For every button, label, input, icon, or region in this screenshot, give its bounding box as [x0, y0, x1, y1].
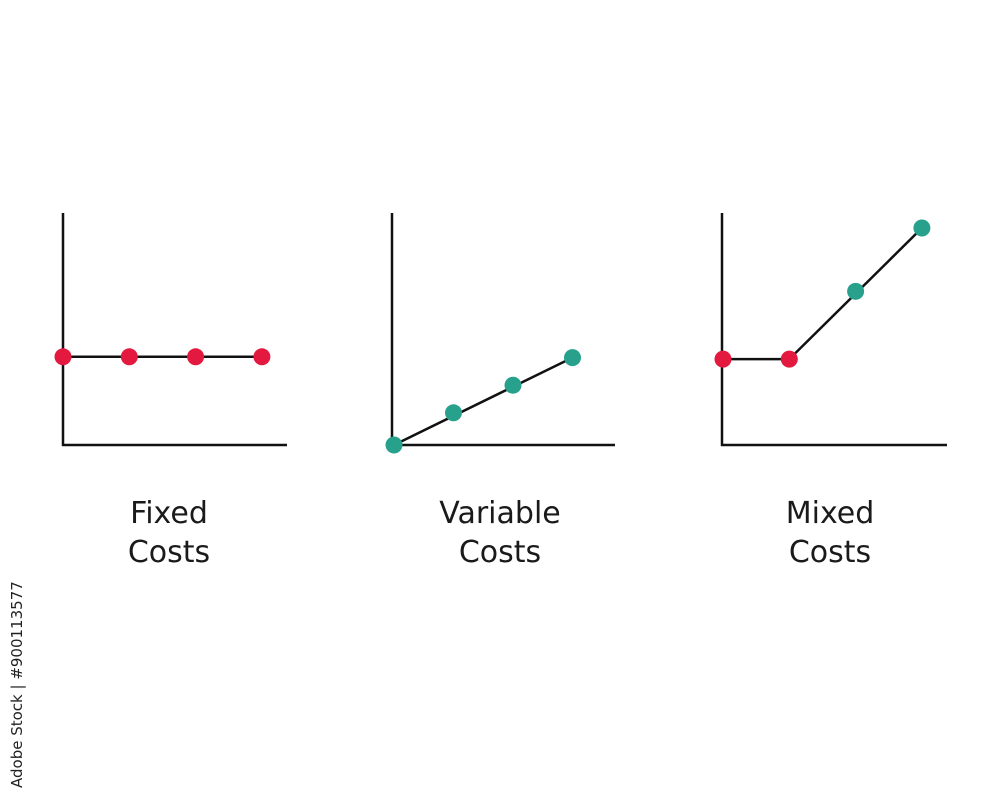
- caption-line: Mixed: [785, 496, 875, 531]
- caption-line: Fixed: [130, 496, 208, 531]
- mixed-data-point-3: [913, 219, 931, 237]
- mixed-data-point-2: [847, 282, 865, 300]
- caption-line: Costs: [788, 535, 872, 570]
- mixed-data-point-1: [780, 350, 798, 368]
- variable-costs-caption: Variable Costs: [380, 494, 620, 572]
- mixed-data-point-0: [714, 350, 732, 368]
- caption-line: Costs: [127, 535, 211, 570]
- fixed-costs-caption: Fixed Costs: [49, 494, 289, 572]
- variable-data-point-0: [385, 436, 403, 454]
- caption-line: Costs: [458, 535, 542, 570]
- mixed-costs-caption: Mixed Costs: [710, 494, 950, 572]
- variable-data-point-3: [564, 349, 581, 367]
- caption-line: Variable: [439, 496, 561, 531]
- variable-data-point-2: [504, 376, 522, 394]
- fixed-data-point-2: [187, 348, 205, 366]
- variable-cost-line-0: [393, 356, 574, 447]
- fixed-data-point-3: [253, 348, 271, 366]
- variable-data-point-1: [445, 404, 462, 422]
- stock-image-id: Adobe Stock | #900113577: [8, 581, 26, 788]
- fixed-data-point-0: [54, 348, 72, 366]
- fixed-data-point-1: [120, 348, 138, 366]
